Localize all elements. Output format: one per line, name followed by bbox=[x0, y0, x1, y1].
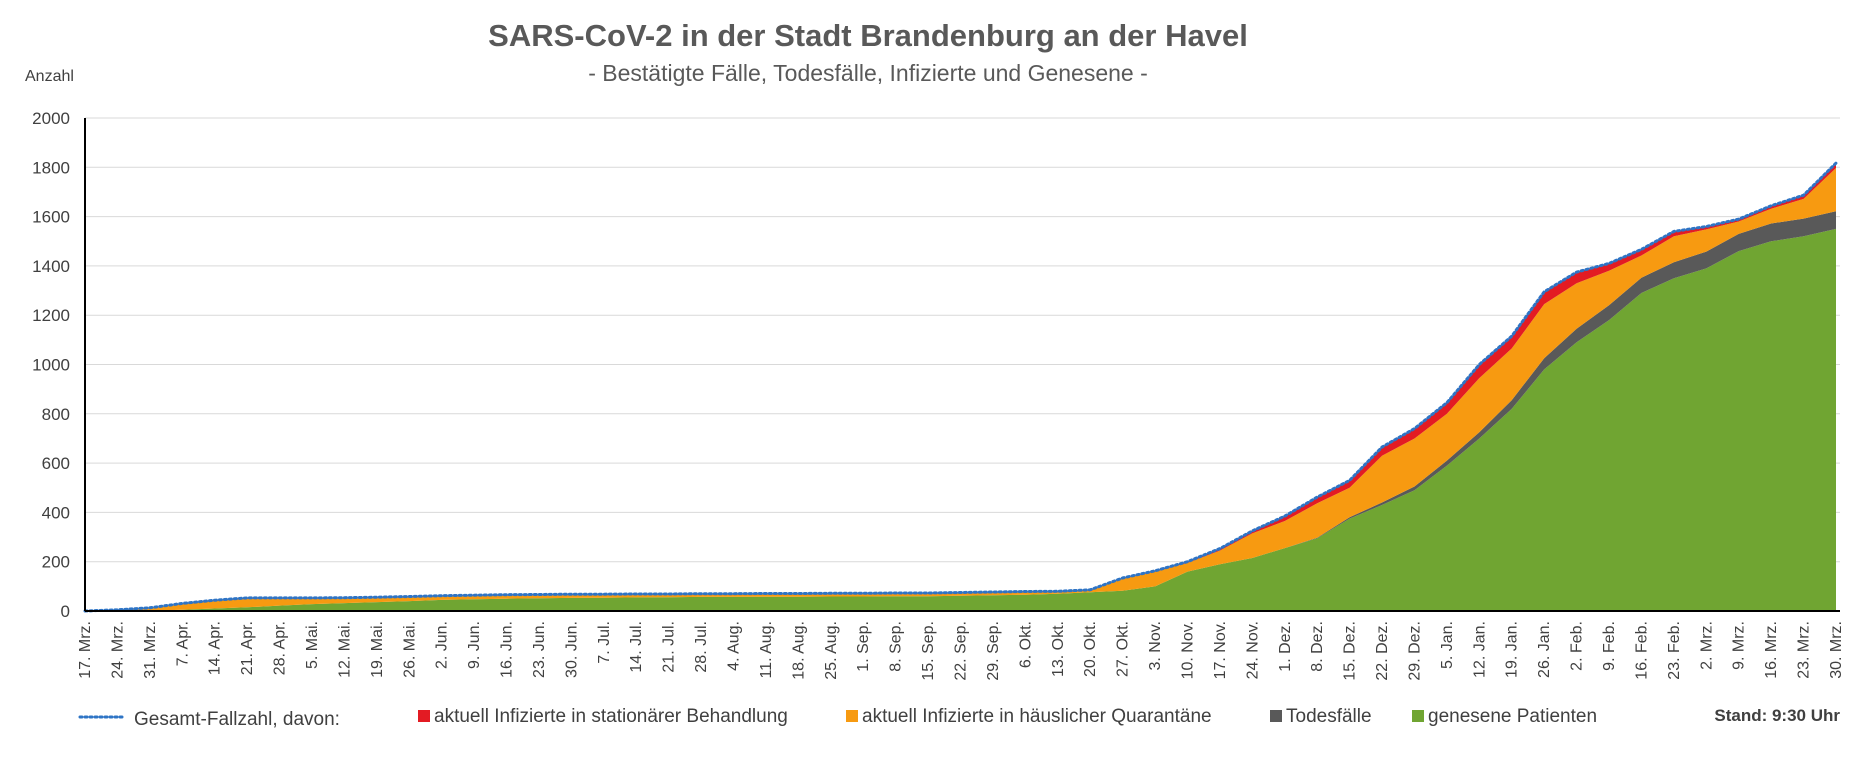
stand-label: Stand: 9:30 Uhr bbox=[1714, 706, 1840, 725]
x-tick-label: 7. Apr. bbox=[174, 621, 191, 666]
x-tick-label: 9. Feb. bbox=[1601, 621, 1618, 671]
x-tick-label: 12. Jan. bbox=[1471, 621, 1488, 678]
x-tick-label: 16. Mrz. bbox=[1763, 621, 1780, 679]
x-tick-label: 8. Sep. bbox=[888, 621, 905, 672]
total-fallzahl-line bbox=[83, 161, 1838, 613]
y-axis-label: Anzahl bbox=[25, 68, 74, 85]
legend-label: Gesamt-Fallzahl, davon: bbox=[134, 709, 340, 730]
x-tick-label: 15. Sep. bbox=[920, 621, 937, 681]
x-tick-label: 6. Okt. bbox=[1017, 621, 1034, 668]
x-tick-label: 5. Mai. bbox=[304, 621, 321, 669]
legend-label: aktuell Infizierte in stationärer Behand… bbox=[434, 706, 788, 727]
x-tick-label: 2. Jun. bbox=[434, 621, 451, 669]
y-tick-label: 1800 bbox=[32, 158, 70, 177]
x-tick-label: 16. Feb. bbox=[1633, 621, 1650, 680]
y-tick-label: 0 bbox=[61, 602, 70, 621]
x-tick-label: 28. Jul. bbox=[693, 621, 710, 673]
x-tick-label: 19. Mai. bbox=[369, 621, 386, 678]
x-tick-labels: 17. Mrz. 24. Mrz. 31. Mrz. 7. Apr. 14. Apr. 2… bbox=[77, 621, 1845, 681]
x-tick-label: 9. Mrz. bbox=[1731, 621, 1748, 670]
y-tick-label: 1600 bbox=[32, 208, 70, 227]
y-tick-label: 400 bbox=[42, 503, 70, 522]
x-tick-label: 26. Mai. bbox=[401, 621, 418, 678]
x-tick-label: 1. Sep. bbox=[855, 621, 872, 672]
stacked-areas bbox=[85, 163, 1836, 611]
y-tick-label: 2000 bbox=[32, 109, 70, 128]
x-tick-label: 7. Jul. bbox=[596, 621, 613, 664]
legend-swatch bbox=[418, 710, 430, 722]
x-tick-label: 5. Jan. bbox=[1439, 621, 1456, 669]
x-tick-label: 16. Jun. bbox=[499, 621, 516, 678]
x-tick-label: 21. Apr. bbox=[239, 621, 256, 675]
x-tick-label: 2. Mrz. bbox=[1698, 621, 1715, 670]
x-tick-label: 21. Jul. bbox=[661, 621, 678, 673]
x-tick-label: 24. Mrz. bbox=[109, 621, 126, 679]
x-tick-label: 25. Aug. bbox=[823, 621, 840, 680]
x-tick-label: 26. Jan. bbox=[1536, 621, 1553, 678]
x-tick-label: 8. Dez. bbox=[1309, 621, 1326, 672]
x-tick-label: 23. Feb. bbox=[1666, 621, 1683, 680]
x-tick-label: 10. Nov. bbox=[1180, 621, 1197, 679]
x-tick-label: 11. Aug. bbox=[758, 621, 775, 679]
legend-label: aktuell Infizierte in häuslicher Quarant… bbox=[862, 706, 1212, 727]
x-tick-label: 12. Mai. bbox=[336, 621, 353, 678]
x-tick-label: 19. Jan. bbox=[1504, 621, 1521, 678]
x-tick-label: 30. Mrz. bbox=[1828, 621, 1845, 679]
x-tick-label: 24. Nov. bbox=[1244, 621, 1261, 679]
x-tick-label: 18. Aug. bbox=[790, 621, 807, 680]
x-tick-label: 13. Okt. bbox=[1050, 621, 1067, 677]
x-tick-label: 1. Dez. bbox=[1277, 621, 1294, 672]
x-tick-label: 29. Sep. bbox=[985, 621, 1002, 681]
total-line bbox=[83, 161, 1838, 613]
y-tick-labels: 0 200 400 600 800 1000 1200 1400 1600 1800 2000 bbox=[32, 109, 70, 621]
chart-title: SARS-CoV-2 in der Stadt Brandenburg an d… bbox=[488, 18, 1248, 53]
x-tick-label: 23. Mrz. bbox=[1796, 621, 1813, 679]
legend-swatch bbox=[1412, 710, 1424, 722]
y-tick-label: 1400 bbox=[32, 257, 70, 276]
chart-subtitle: - Bestätigte Fälle, Todesfälle, Infizier… bbox=[588, 60, 1148, 86]
x-tick-label: 14. Apr. bbox=[207, 621, 224, 675]
legend: Gesamt-Fallzahl, davon: aktuell Infiziert… bbox=[78, 706, 1597, 730]
x-tick-label: 30. Jun. bbox=[563, 621, 580, 678]
x-tick-label: 17. Mrz. bbox=[77, 621, 94, 679]
x-tick-label: 9. Jun. bbox=[466, 621, 483, 669]
y-tick-label: 600 bbox=[42, 454, 70, 473]
y-tick-label: 800 bbox=[42, 405, 70, 424]
x-tick-label: 4. Aug. bbox=[726, 621, 743, 671]
x-tick-label: 31. Mrz. bbox=[142, 621, 159, 679]
legend-swatch bbox=[846, 710, 858, 722]
x-tick-label: 20. Okt. bbox=[1082, 621, 1099, 677]
legend-label: genesene Patienten bbox=[1428, 706, 1597, 727]
x-tick-label: 22. Dez. bbox=[1374, 621, 1391, 681]
area-aktuell-infizierte-in-h-uslicher-quarant-ne bbox=[85, 168, 1836, 611]
area-genesene-patienten bbox=[85, 228, 1836, 611]
gridlines bbox=[85, 117, 1840, 563]
x-tick-label: 28. Apr. bbox=[272, 621, 289, 675]
axes bbox=[84, 118, 1840, 612]
y-tick-label: 1200 bbox=[32, 306, 70, 325]
x-tick-label: 3. Nov. bbox=[1147, 621, 1164, 671]
x-tick-label: 14. Jul. bbox=[628, 621, 645, 673]
x-tick-label: 22. Sep. bbox=[953, 621, 970, 681]
x-tick-label: 2. Feb. bbox=[1569, 621, 1586, 671]
y-tick-label: 1000 bbox=[32, 356, 70, 375]
y-tick-label: 200 bbox=[42, 553, 70, 572]
x-tick-label: 23. Jun. bbox=[531, 621, 548, 678]
legend-swatch bbox=[1270, 710, 1282, 722]
legend-label: Todesfälle bbox=[1286, 706, 1372, 727]
x-tick-label: 27. Okt. bbox=[1115, 621, 1132, 677]
x-tick-label: 17. Nov. bbox=[1212, 621, 1229, 679]
x-tick-label: 29. Dez. bbox=[1407, 621, 1424, 681]
x-tick-label: 15. Dez. bbox=[1342, 621, 1359, 681]
